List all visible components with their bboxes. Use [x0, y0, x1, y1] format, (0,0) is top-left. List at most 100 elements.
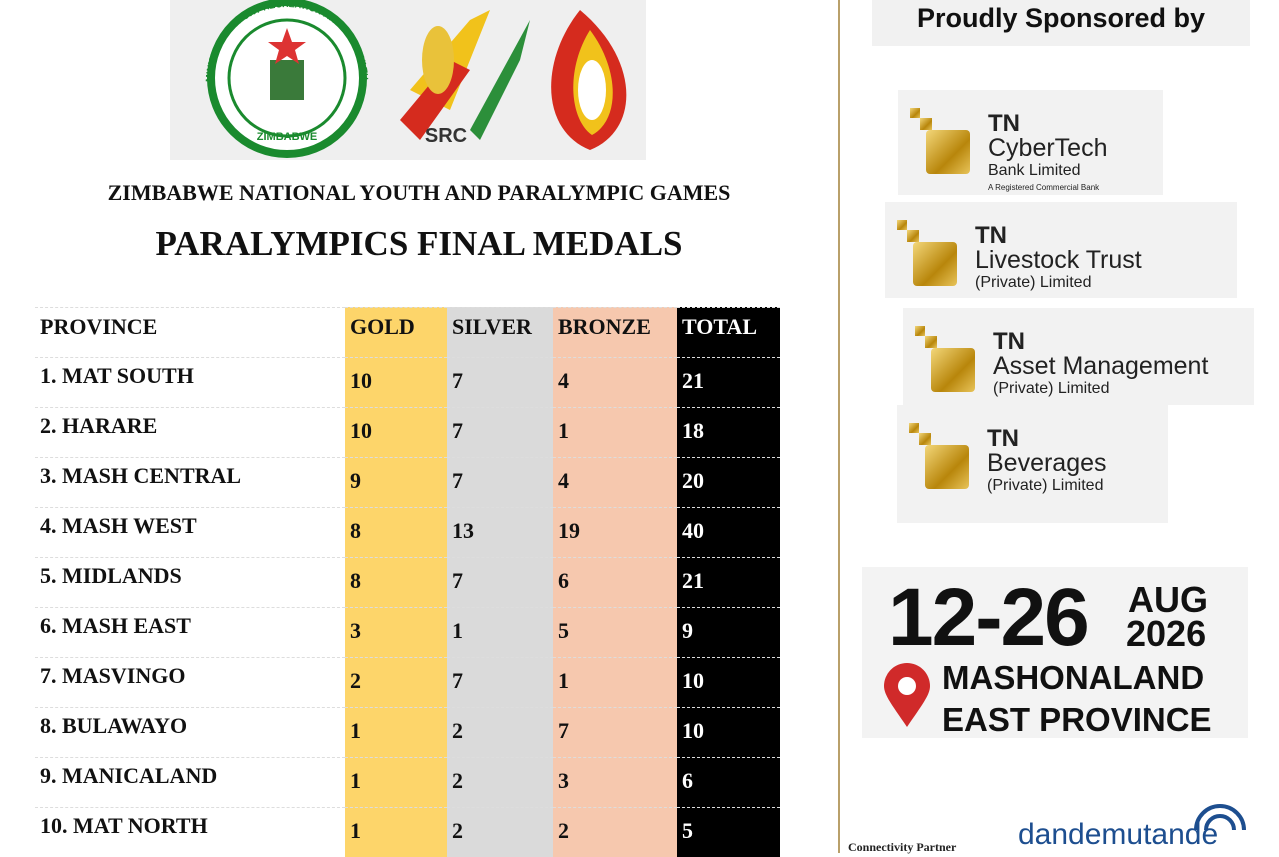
gold-logo	[931, 348, 975, 392]
medal-count: 7	[447, 407, 553, 457]
sponsor-card: TN Asset Management (Private) Limited	[903, 308, 1254, 405]
medal-count: 10	[345, 357, 447, 407]
medal-count: 7	[447, 657, 553, 707]
medal-count: 10	[345, 407, 447, 457]
medal-count: 1	[345, 707, 447, 757]
column-header: SILVER	[447, 307, 553, 357]
date-year: 2026	[1126, 613, 1207, 654]
medal-count: 1	[447, 607, 553, 657]
location-pin	[884, 663, 930, 727]
sponsor-name: Livestock Trust	[975, 246, 1142, 274]
province-name: 2. HARARE	[35, 407, 345, 457]
sponsor-mark: TN	[975, 222, 1007, 249]
sponsor-heading: Proudly Sponsored by	[872, 0, 1250, 46]
sponsor-mark: TN	[988, 110, 1020, 137]
gold-logo	[907, 230, 919, 242]
province-name: 3. MASH CENTRAL	[35, 457, 345, 507]
medal-count: 10	[677, 707, 780, 757]
province-name: 8. BULAWAYO	[35, 707, 345, 757]
province-name: 4. MASH WEST	[35, 507, 345, 557]
medal-count: 20	[677, 457, 780, 507]
sponsor-detail: Bank Limited	[988, 162, 1081, 179]
medal-count: 5	[553, 607, 677, 657]
date-range: 12-26	[888, 572, 1090, 663]
event-name: ZIMBABWE NATIONAL YOUTH AND PARALYMPIC G…	[107, 180, 731, 205]
medal-count: 8	[345, 557, 447, 607]
province-name: 1. MAT SOUTH	[35, 357, 345, 407]
sponsor-detail: (Private) Limited	[975, 274, 1092, 291]
medal-count: 9	[677, 607, 780, 657]
gold-logo	[925, 445, 969, 489]
province-name: 6. MASH EAST	[35, 607, 345, 657]
src-bird	[422, 26, 454, 94]
medal-count: 7	[553, 707, 677, 757]
sponsor-name: Asset Management	[993, 352, 1209, 380]
medal-count: 2	[447, 807, 553, 857]
gold-logo	[915, 326, 925, 336]
gold-logo	[909, 423, 919, 433]
sponsor-mark: TN	[993, 328, 1025, 355]
medal-count: 19	[553, 507, 677, 557]
medal-count: 3	[345, 607, 447, 657]
medal-count: 2	[447, 707, 553, 757]
date-month: AUG	[1128, 579, 1208, 620]
gold-logo	[926, 130, 970, 174]
medal-count: 6	[553, 557, 677, 607]
medal-count: 1	[553, 407, 677, 457]
medal-count: 3	[553, 757, 677, 807]
medal-count: 4	[553, 357, 677, 407]
place-line: EAST PROVINCE	[942, 701, 1212, 738]
sponsor-name: Beverages	[987, 449, 1107, 477]
sponsor-note: A Registered Commercial Bank	[988, 183, 1100, 192]
province-name: 9. MANICALAND	[35, 757, 345, 807]
logos: MINISTRY OF SPORT RECREATION ARTS AND CU…	[167, 0, 627, 158]
province-name: 7. MASVINGO	[35, 657, 345, 707]
medal-count: 21	[677, 357, 780, 407]
sponsor-mark: TN	[987, 425, 1019, 452]
partner-name: dandemutande	[1018, 818, 1219, 851]
medal-count: 1	[553, 657, 677, 707]
main-panel: MINISTRY OF SPORT RECREATION ARTS AND CU…	[35, 0, 840, 857]
sponsor-card: TN CyberTech Bank Limited A Registered Comm…	[898, 90, 1163, 195]
medal-count: 6	[677, 757, 780, 807]
coat-of-arms	[270, 60, 304, 100]
province-name: 5. MIDLANDS	[35, 557, 345, 607]
medal-count: 7	[447, 457, 553, 507]
medal-count: 8	[345, 507, 447, 557]
sponsor-panel: Proudly Sponsored by TN CyberTech Bank Lim…	[840, 0, 1279, 854]
province-name: 10. MAT NORTH	[35, 807, 345, 857]
medal-count: 7	[447, 357, 553, 407]
medal-count: 9	[345, 457, 447, 507]
gold-logo	[913, 242, 957, 286]
sponsor-name: CyberTech	[988, 134, 1108, 162]
column-header: PROVINCE	[35, 307, 345, 357]
partner-label: Connectivity Partner	[848, 840, 957, 854]
medal-count: 21	[677, 557, 780, 607]
src-label: SRC	[425, 125, 467, 147]
dates-banner: 12-26 AUG 2026 MASHONALAND EAST PROVINCE	[862, 567, 1248, 738]
gold-logo	[920, 118, 932, 130]
gold-logo	[925, 336, 937, 348]
sponsor-detail: (Private) Limited	[987, 477, 1104, 494]
medal-count: 2	[345, 657, 447, 707]
star	[268, 28, 306, 64]
gold-logo	[897, 220, 907, 230]
medal-count: 5	[677, 807, 780, 857]
gold-logo	[919, 433, 931, 445]
medal-count: 1	[345, 807, 447, 857]
flame-bird	[578, 60, 606, 120]
seal-country: ZIMBABWE	[257, 131, 318, 143]
sponsor-card: TN Livestock Trust (Private) Limited	[885, 202, 1237, 298]
place-line: MASHONALAND	[942, 659, 1205, 696]
medal-count: 40	[677, 507, 780, 557]
table-title: PARALYMPICS FINAL MEDALS	[155, 224, 683, 263]
column-header: TOTAL	[677, 307, 780, 357]
medal-count: 2	[447, 757, 553, 807]
medal-count: 10	[677, 657, 780, 707]
medal-count: 1	[345, 757, 447, 807]
medal-count: 4	[553, 457, 677, 507]
column-header: BRONZE	[553, 307, 677, 357]
medal-count: 18	[677, 407, 780, 457]
sponsor-card: TN Beverages (Private) Limited	[897, 405, 1168, 523]
